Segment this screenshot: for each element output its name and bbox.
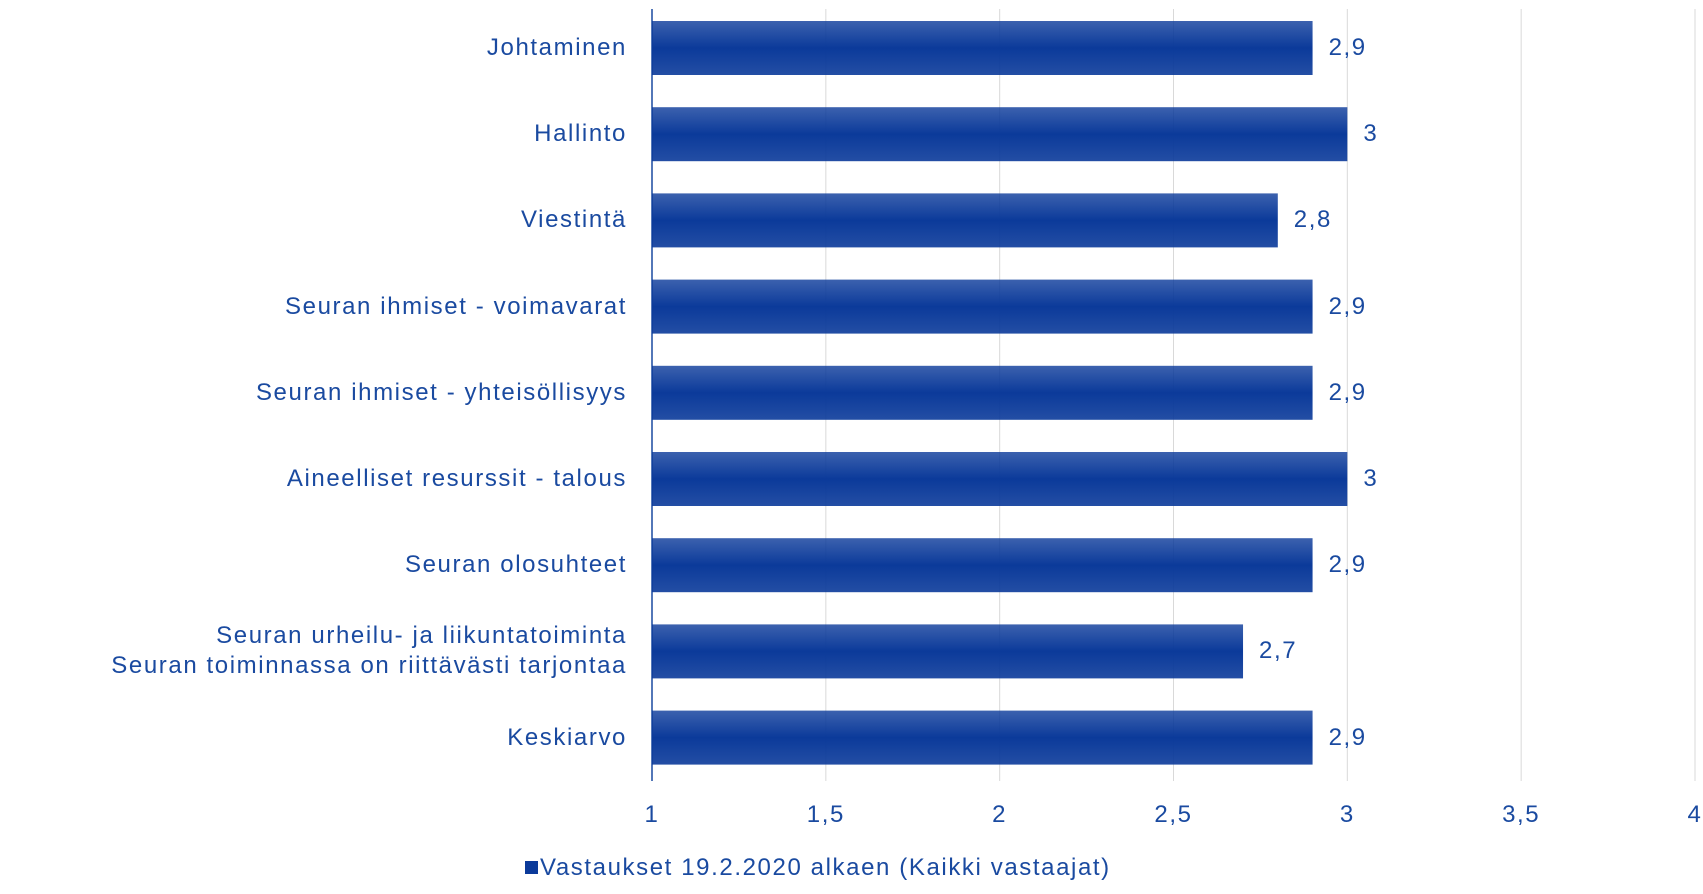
x-tick-label: 3,5 [1502, 801, 1541, 828]
legend-swatch [525, 861, 538, 874]
bar [652, 365, 1313, 420]
legend-label: Vastaukset 19.2.2020 alkaen (Kaikki vast… [540, 854, 1111, 881]
y-tick-label: Seuran ihmiset - voimavarat [285, 292, 627, 320]
y-tick-label: Hallinto [534, 120, 627, 148]
bar [652, 193, 1278, 248]
bar [652, 21, 1313, 75]
bar [652, 279, 1313, 334]
value-label: 2,9 [1328, 292, 1367, 320]
bar [652, 710, 1313, 765]
y-tick-label: Aineelliset resurssit - talous [286, 465, 627, 492]
value-label: 2,7 [1259, 637, 1298, 665]
value-label: 3 [1363, 465, 1379, 492]
value-label: 3 [1363, 120, 1379, 148]
x-tick-label: 3 [1339, 801, 1355, 828]
y-tick-label: Seuran ihmiset - yhteisöllisyys [255, 378, 627, 406]
y-tick-label: Keskiarvo [507, 723, 627, 751]
y-tick-label: Johtaminen [486, 34, 627, 61]
y-tick-label: Viestintä [520, 206, 627, 234]
bar [652, 538, 1313, 593]
bar [652, 624, 1244, 679]
value-label: 2,9 [1328, 34, 1367, 61]
x-tick-label: 1 [644, 801, 660, 828]
y-tick-label: Seuran urheilu- ja liikuntatoiminta Seur… [111, 622, 627, 680]
x-tick-label: 2 [992, 801, 1008, 828]
bar [652, 452, 1348, 506]
bar [652, 107, 1348, 162]
y-tick-label: Seuran olosuhteet [404, 551, 627, 579]
x-tick-label: 4 [1687, 801, 1703, 828]
x-tick-label: 2,5 [1154, 801, 1193, 828]
value-label: 2,9 [1328, 378, 1367, 406]
x-tick-label: 1,5 [806, 801, 845, 828]
value-label: 2,9 [1328, 551, 1367, 579]
value-label: 2,9 [1328, 723, 1367, 751]
value-label: 2,8 [1293, 206, 1332, 234]
